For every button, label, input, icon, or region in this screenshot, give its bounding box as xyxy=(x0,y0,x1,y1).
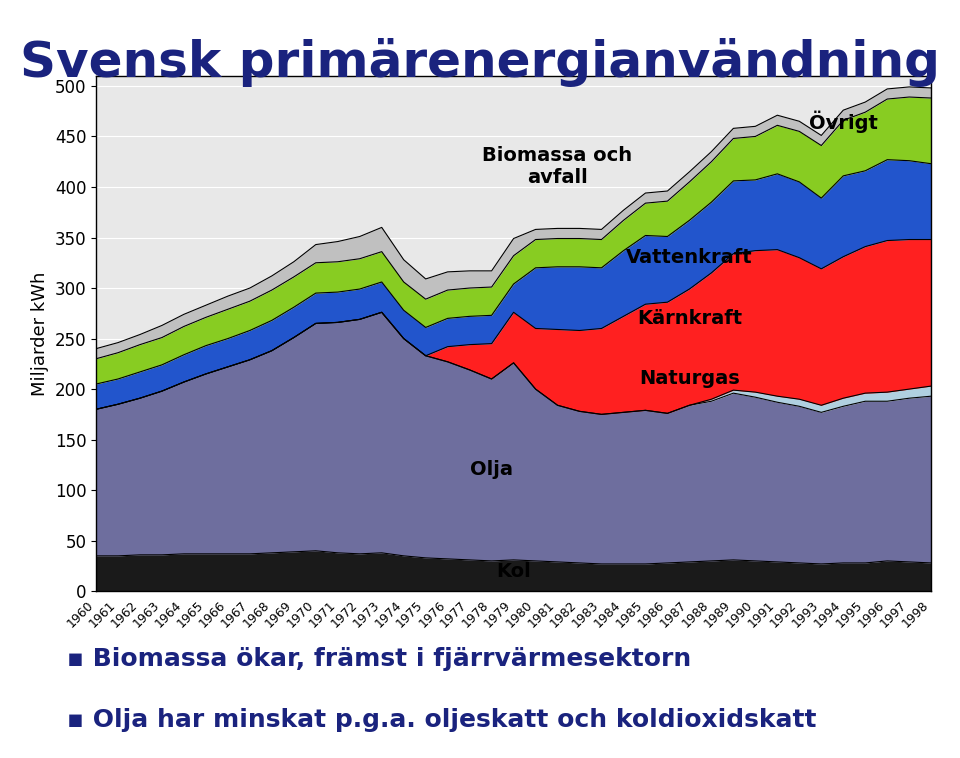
Text: 1994: 1994 xyxy=(812,598,843,630)
Text: 1997: 1997 xyxy=(877,598,909,630)
Text: 1968: 1968 xyxy=(240,598,272,630)
Text: 1976: 1976 xyxy=(416,598,447,630)
Text: Naturgas: Naturgas xyxy=(639,369,740,389)
Text: 1973: 1973 xyxy=(350,598,382,630)
Text: 1998: 1998 xyxy=(900,598,931,630)
Text: 1972: 1972 xyxy=(328,598,360,630)
Text: Vattenkraft: Vattenkraft xyxy=(626,248,753,268)
Text: 1970: 1970 xyxy=(284,598,316,630)
Text: 1980: 1980 xyxy=(504,598,536,630)
Text: 1990: 1990 xyxy=(724,598,756,630)
Text: ▪ Olja har minskat p.g.a. oljeskatt och koldioxidskatt: ▪ Olja har minskat p.g.a. oljeskatt och … xyxy=(67,708,817,732)
Text: 1969: 1969 xyxy=(262,598,294,630)
Text: 1992: 1992 xyxy=(768,598,800,630)
Text: 1983: 1983 xyxy=(570,598,602,630)
Text: 1978: 1978 xyxy=(460,598,492,630)
Text: 1967: 1967 xyxy=(218,598,250,630)
Text: 1995: 1995 xyxy=(833,598,865,630)
Text: 1979: 1979 xyxy=(482,598,514,630)
Text: 1996: 1996 xyxy=(855,598,887,630)
Text: Kärnkraft: Kärnkraft xyxy=(636,309,742,328)
Text: 1961: 1961 xyxy=(86,598,118,630)
Text: 1977: 1977 xyxy=(438,598,469,630)
Text: 1965: 1965 xyxy=(175,598,205,630)
Text: 1987: 1987 xyxy=(658,598,689,630)
Text: 1984: 1984 xyxy=(592,598,623,630)
Text: 1993: 1993 xyxy=(790,598,822,630)
Text: Kol: Kol xyxy=(496,562,531,581)
Text: Olja: Olja xyxy=(470,460,514,480)
Text: Biomassa och
avfall: Biomassa och avfall xyxy=(483,146,633,187)
Text: 1986: 1986 xyxy=(636,598,667,630)
Text: 1962: 1962 xyxy=(108,598,140,630)
Text: 1966: 1966 xyxy=(197,598,228,630)
Text: ▪ Biomassa ökar, främst i fjärrvärmesektorn: ▪ Biomassa ökar, främst i fjärrvärmesekt… xyxy=(67,647,691,672)
Text: Övrigt: Övrigt xyxy=(809,110,877,133)
Y-axis label: Miljarder kWh: Miljarder kWh xyxy=(31,271,49,396)
Text: 1982: 1982 xyxy=(548,598,580,630)
Text: 1989: 1989 xyxy=(702,598,733,630)
Text: 1971: 1971 xyxy=(306,598,338,630)
Text: 1974: 1974 xyxy=(372,598,404,630)
Text: 1991: 1991 xyxy=(746,598,778,630)
Text: Svensk primärenergianvändning: Svensk primärenergianvändning xyxy=(20,38,940,87)
Text: 1988: 1988 xyxy=(680,598,711,630)
Text: 1981: 1981 xyxy=(526,598,558,630)
Text: 1960: 1960 xyxy=(64,598,96,630)
Text: 1985: 1985 xyxy=(613,598,645,630)
Text: 1963: 1963 xyxy=(131,598,162,630)
Text: 1975: 1975 xyxy=(394,598,425,630)
Text: 1964: 1964 xyxy=(153,598,184,630)
